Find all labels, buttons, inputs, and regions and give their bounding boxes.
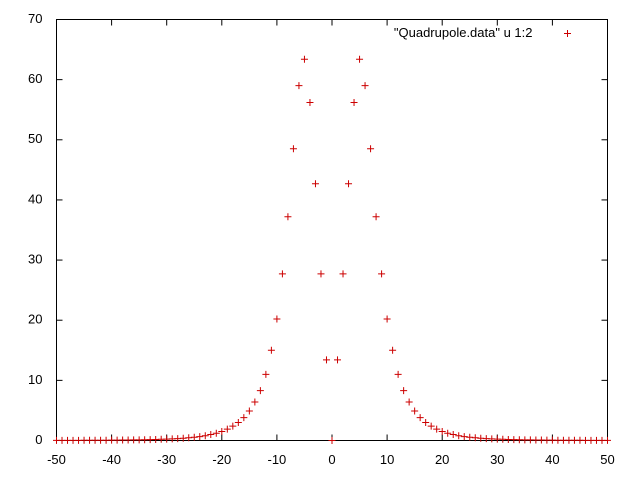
data-point (218, 427, 226, 435)
x-tick-label: -50 (47, 452, 66, 467)
data-point (345, 180, 353, 188)
data-point (411, 407, 419, 415)
data-point (185, 434, 193, 442)
x-tick-label: 50 (600, 452, 614, 467)
data-point (416, 414, 424, 422)
data-point (383, 315, 391, 323)
data-point (389, 346, 397, 354)
data-point (604, 436, 611, 444)
x-tick-label: -10 (268, 452, 287, 467)
y-tick-label: 40 (28, 191, 42, 206)
data-point (438, 427, 446, 435)
data-point (394, 370, 402, 378)
data-point (201, 432, 209, 440)
legend-key (564, 30, 571, 37)
data-point (449, 430, 457, 438)
data-point (306, 98, 314, 106)
data-point (289, 145, 297, 153)
data-point (328, 437, 336, 444)
data-point (322, 356, 330, 364)
y-tick-label: 70 (28, 11, 42, 26)
data-point (433, 425, 441, 433)
data-point (284, 213, 292, 221)
plot-border (56, 19, 608, 441)
data-point (190, 433, 198, 441)
data-point (460, 433, 468, 441)
data-point (405, 398, 413, 406)
data-point (256, 387, 264, 395)
legend-label: "Quadrupole.data" u 1:2 (394, 25, 533, 40)
data-point (234, 418, 242, 426)
data-point (300, 55, 308, 63)
data-point (245, 407, 253, 415)
y-tick-label: 30 (28, 252, 42, 267)
data-point (444, 429, 452, 437)
x-tick-label: -20 (212, 452, 231, 467)
data-point (278, 270, 286, 278)
data-point (466, 433, 474, 441)
data-point (317, 270, 325, 278)
data-point (334, 356, 342, 364)
x-tick-label: -30 (157, 452, 176, 467)
data-point (267, 346, 275, 354)
y-tick-label: 20 (28, 312, 42, 327)
y-tick-label: 50 (28, 131, 42, 146)
data-point (295, 82, 303, 90)
data-point (372, 213, 380, 221)
data-point (240, 414, 248, 422)
data-point (400, 387, 408, 395)
data-point (455, 432, 463, 440)
y-tick-label: 0 (35, 432, 42, 447)
data-point (311, 180, 319, 188)
data-point (212, 429, 220, 437)
y-tick-label: 60 (28, 71, 42, 86)
data-point (262, 370, 270, 378)
data-point (196, 433, 204, 441)
data-point (207, 430, 215, 438)
data-point (273, 315, 281, 323)
data-point (378, 270, 386, 278)
x-tick-label: 0 (328, 452, 335, 467)
x-tick-label: 10 (380, 452, 394, 467)
data-point (356, 55, 364, 63)
x-tick-label: 20 (435, 452, 449, 467)
y-tick-label: 10 (28, 372, 42, 387)
data-point (229, 422, 237, 430)
data-point (422, 418, 430, 426)
data-point (251, 398, 259, 406)
data-point (223, 425, 231, 433)
x-tick-label: -40 (102, 452, 121, 467)
x-tick-label: 40 (545, 452, 559, 467)
data-point (339, 270, 347, 278)
data-point (361, 82, 369, 90)
data-point (427, 422, 435, 430)
data-point (350, 98, 358, 106)
data-point (367, 145, 375, 153)
x-tick-label: 30 (490, 452, 504, 467)
